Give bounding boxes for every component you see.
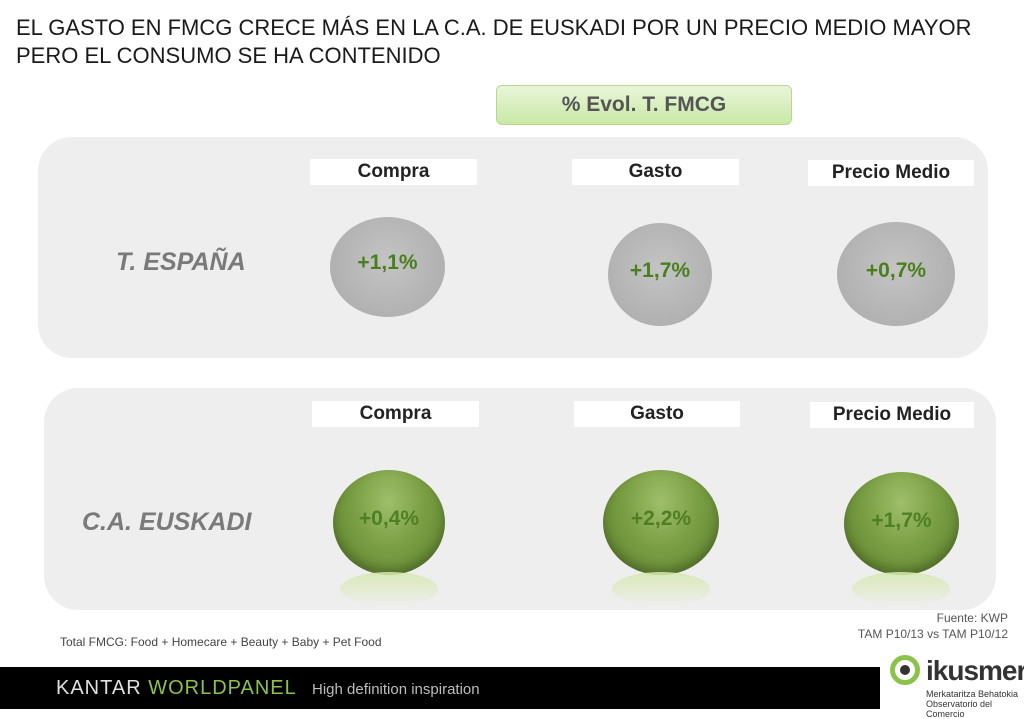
col-head-gasto: Gasto: [572, 159, 739, 185]
reflection: [340, 572, 438, 606]
kantar-logo: KANTAR WORLDPANEL: [56, 677, 297, 700]
bubble-euskadi-gasto: +2,2%: [603, 470, 719, 575]
value-euskadi-gasto: +2,2%: [630, 506, 692, 530]
value-espana-precio: +0,7%: [865, 259, 927, 282]
reflection: [852, 572, 950, 606]
col-head-precio-medio: Precio Medio: [808, 160, 974, 186]
ikusmer-sub2: Observatorio del Comercio: [926, 699, 993, 719]
ikusmer-sub1: Merkataritza Behatokia: [926, 689, 1019, 699]
kantar-text: KANTAR: [56, 677, 149, 699]
col-head-gasto-eu: Gasto: [574, 401, 740, 427]
period-line: TAM P10/13 vs TAM P10/12: [857, 627, 1008, 641]
footer-bar: KANTAR WORLDPANEL High definition inspir…: [0, 667, 1024, 709]
slide-title: EL GASTO EN FMCG CRECE MÁS EN LA C.A. DE…: [16, 15, 972, 68]
worldpanel-text: WORLDPANEL: [148, 677, 297, 699]
col-head-precio-medio-eu: Precio Medio: [810, 402, 974, 428]
col-head-compra: Compra: [310, 159, 477, 185]
value-espana-compra: +1,1%: [357, 251, 418, 274]
footnote: Total FMCG: Food + Homecare + Beauty + B…: [60, 635, 382, 649]
bubble-espana-compra: +1,1%: [330, 217, 445, 317]
value-euskadi-precio: +1,7%: [871, 508, 932, 532]
region-label-espana: T. ESPAÑA: [116, 248, 246, 276]
source-note: Fuente: KWP TAM P10/13 vs TAM P10/12: [858, 610, 1008, 642]
ikusmer-name: ikusmer: [926, 655, 1024, 686]
ikusmer-icon: [890, 655, 920, 685]
ikusmer-subtitle: Merkataritza Behatokia Observatorio del …: [926, 689, 1024, 719]
col-head-compra-eu: Compra: [312, 401, 479, 427]
value-espana-gasto: +1,7%: [629, 258, 691, 282]
tagline: High definition inspiration: [312, 681, 480, 698]
ikusmer-logo: ikusmer Merkataritza Behatokia Observato…: [880, 645, 1024, 719]
bubble-euskadi-precio: +1,7%: [844, 472, 959, 575]
region-label-euskadi: C.A. EUSKADI: [82, 508, 252, 536]
bubble-euskadi-compra: +0,4%: [333, 470, 445, 575]
source-line: Fuente: KWP: [936, 611, 1008, 625]
bubble-espana-gasto: +1,7%: [608, 223, 712, 326]
value-euskadi-compra: +0,4%: [358, 506, 420, 530]
evol-badge: % Evol. T. FMCG: [496, 85, 792, 125]
bubble-espana-precio: +0,7%: [837, 222, 955, 326]
reflection: [612, 572, 710, 606]
